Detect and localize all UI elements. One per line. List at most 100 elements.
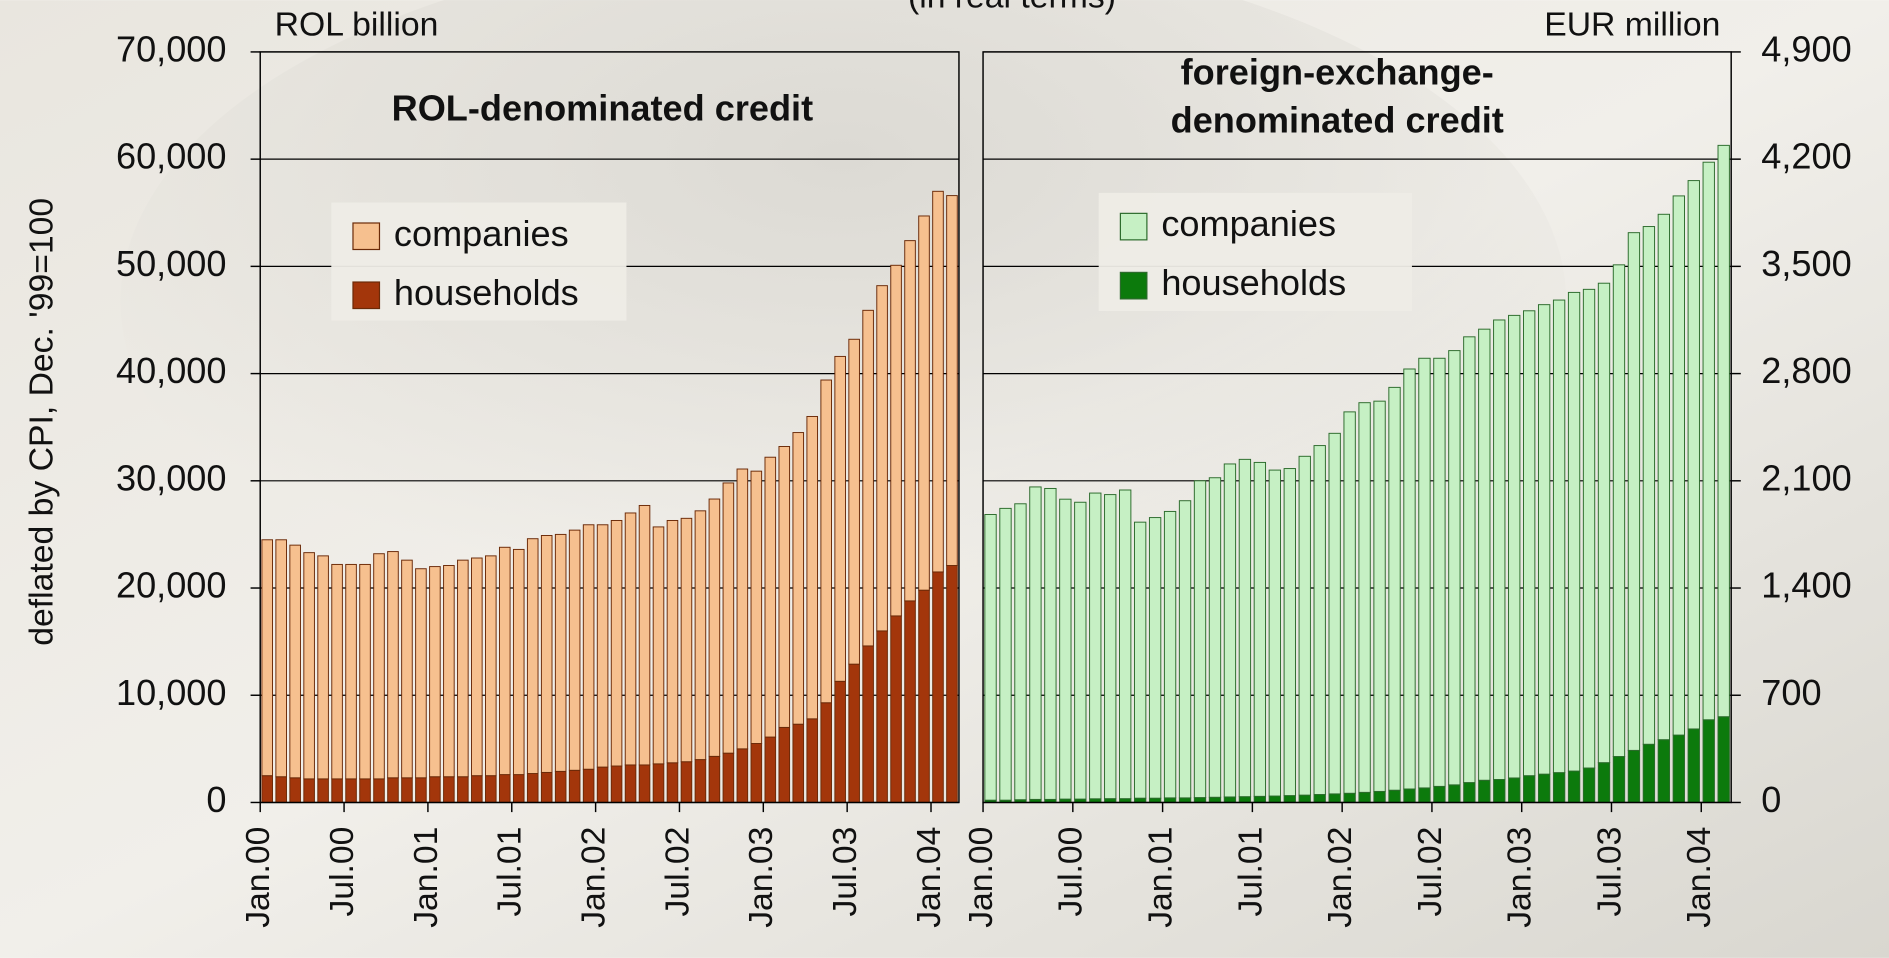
bar <box>1344 412 1355 793</box>
bar <box>1538 774 1549 802</box>
y-tick-label: 4,900 <box>1761 28 1851 69</box>
bar <box>821 380 832 703</box>
bar <box>1120 490 1131 799</box>
x-tick-label: Jan.04 <box>910 827 948 928</box>
y-tick-label: 60,000 <box>116 136 226 177</box>
bar <box>1269 470 1280 796</box>
bar <box>919 590 930 802</box>
chart-title: ROL-denominated credit <box>392 88 813 129</box>
bar <box>444 566 455 777</box>
bar <box>1224 464 1235 797</box>
bar <box>933 191 944 572</box>
bar <box>402 560 413 778</box>
bar <box>695 511 706 760</box>
bar <box>346 779 357 803</box>
bar <box>947 566 958 803</box>
bar <box>1239 797 1250 803</box>
bar <box>541 535 552 772</box>
page: (in real terms) ROL billion EUR million … <box>0 0 1889 958</box>
bar <box>611 766 622 802</box>
y-tick-label: 2,100 <box>1761 457 1851 498</box>
legend-swatch <box>1120 272 1147 299</box>
x-tick-label: Jul.02 <box>658 827 696 917</box>
bar <box>681 762 692 803</box>
bar <box>555 771 566 802</box>
bar <box>472 776 483 803</box>
bar <box>1299 795 1310 802</box>
y-tick-label: 3,500 <box>1761 243 1851 284</box>
bar <box>555 534 566 771</box>
bar <box>416 569 427 778</box>
bar <box>569 770 580 802</box>
bar <box>1224 797 1235 803</box>
bar <box>1479 329 1490 780</box>
bar <box>1434 786 1445 802</box>
bar <box>695 760 706 803</box>
bar <box>472 558 483 776</box>
y-tick-label: 10,000 <box>116 672 226 713</box>
bar <box>1419 358 1430 788</box>
x-tick-label: Jan.04 <box>1680 827 1718 928</box>
bar <box>1015 504 1026 800</box>
x-tick-label: Jul.00 <box>1052 827 1090 917</box>
bar <box>653 764 664 803</box>
bar <box>751 471 762 743</box>
y-tick-label: 4,200 <box>1761 136 1851 177</box>
bar <box>1134 522 1145 798</box>
bar <box>863 646 874 803</box>
bar <box>1060 499 1071 799</box>
bar <box>458 560 469 777</box>
bar <box>318 779 329 803</box>
bar <box>1673 196 1684 735</box>
bar <box>374 779 385 803</box>
bar <box>1613 265 1624 757</box>
unit-label: EUR million <box>1544 6 1720 44</box>
bar <box>723 753 734 802</box>
bar <box>919 216 930 590</box>
bar <box>458 777 469 803</box>
bar <box>985 515 996 801</box>
bar <box>569 530 580 770</box>
bar <box>1524 311 1535 776</box>
bar <box>1598 283 1609 762</box>
bar <box>597 525 608 767</box>
bar <box>765 457 776 737</box>
bar <box>625 765 636 803</box>
legend-swatch <box>1120 213 1147 240</box>
bar <box>1000 508 1011 800</box>
bar <box>1658 214 1669 739</box>
bar <box>360 564 371 778</box>
bar <box>1344 793 1355 802</box>
bar <box>1464 337 1475 783</box>
legend-label: companies <box>394 213 569 254</box>
x-tick-label: Jul.01 <box>491 827 529 917</box>
bar <box>1718 145 1729 716</box>
bar <box>821 703 832 803</box>
bar <box>891 616 902 803</box>
bar <box>1329 794 1340 803</box>
bar <box>1090 493 1101 799</box>
bar <box>1359 403 1370 793</box>
bar <box>1269 796 1280 802</box>
bar <box>1299 456 1310 795</box>
bar <box>1509 315 1520 778</box>
bar <box>416 778 427 803</box>
bar <box>737 469 748 749</box>
y-tick-label: 700 <box>1761 672 1821 713</box>
bar <box>1389 790 1400 802</box>
x-tick-label: Jan.03 <box>742 827 780 928</box>
bar <box>1479 780 1490 802</box>
y-axis-label: deflated by CPI, Dec. '99=100 <box>22 198 60 646</box>
bar <box>1509 778 1520 803</box>
bar <box>1075 502 1086 799</box>
x-tick-label: Jul.03 <box>826 827 864 917</box>
bar <box>1568 292 1579 771</box>
bar <box>1688 181 1699 729</box>
y-tick-label: 0 <box>206 779 226 820</box>
bar <box>793 724 804 802</box>
bar <box>1209 478 1220 798</box>
bar <box>262 540 273 776</box>
bar <box>1613 757 1624 803</box>
x-tick-label: Jul.02 <box>1411 827 1449 917</box>
bar <box>1434 358 1445 786</box>
